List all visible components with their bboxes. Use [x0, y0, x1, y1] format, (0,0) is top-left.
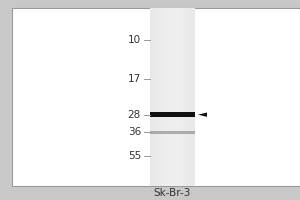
- Bar: [157, 8, 188, 186]
- Bar: [150, 131, 195, 134]
- Text: 10: 10: [128, 35, 141, 45]
- Bar: [167, 8, 178, 186]
- Text: 28: 28: [128, 110, 141, 120]
- Bar: [160, 8, 185, 186]
- Text: Sk-Br-3: Sk-Br-3: [154, 188, 191, 198]
- Bar: [12, 8, 300, 186]
- Bar: [150, 112, 195, 117]
- Text: 36: 36: [128, 127, 141, 137]
- Bar: [155, 8, 190, 186]
- Bar: [162, 8, 183, 186]
- Bar: [165, 8, 180, 186]
- Bar: [152, 8, 193, 186]
- Bar: [150, 8, 195, 186]
- Text: 17: 17: [128, 74, 141, 84]
- Text: 55: 55: [128, 151, 141, 161]
- Bar: [170, 8, 175, 186]
- Polygon shape: [198, 112, 207, 117]
